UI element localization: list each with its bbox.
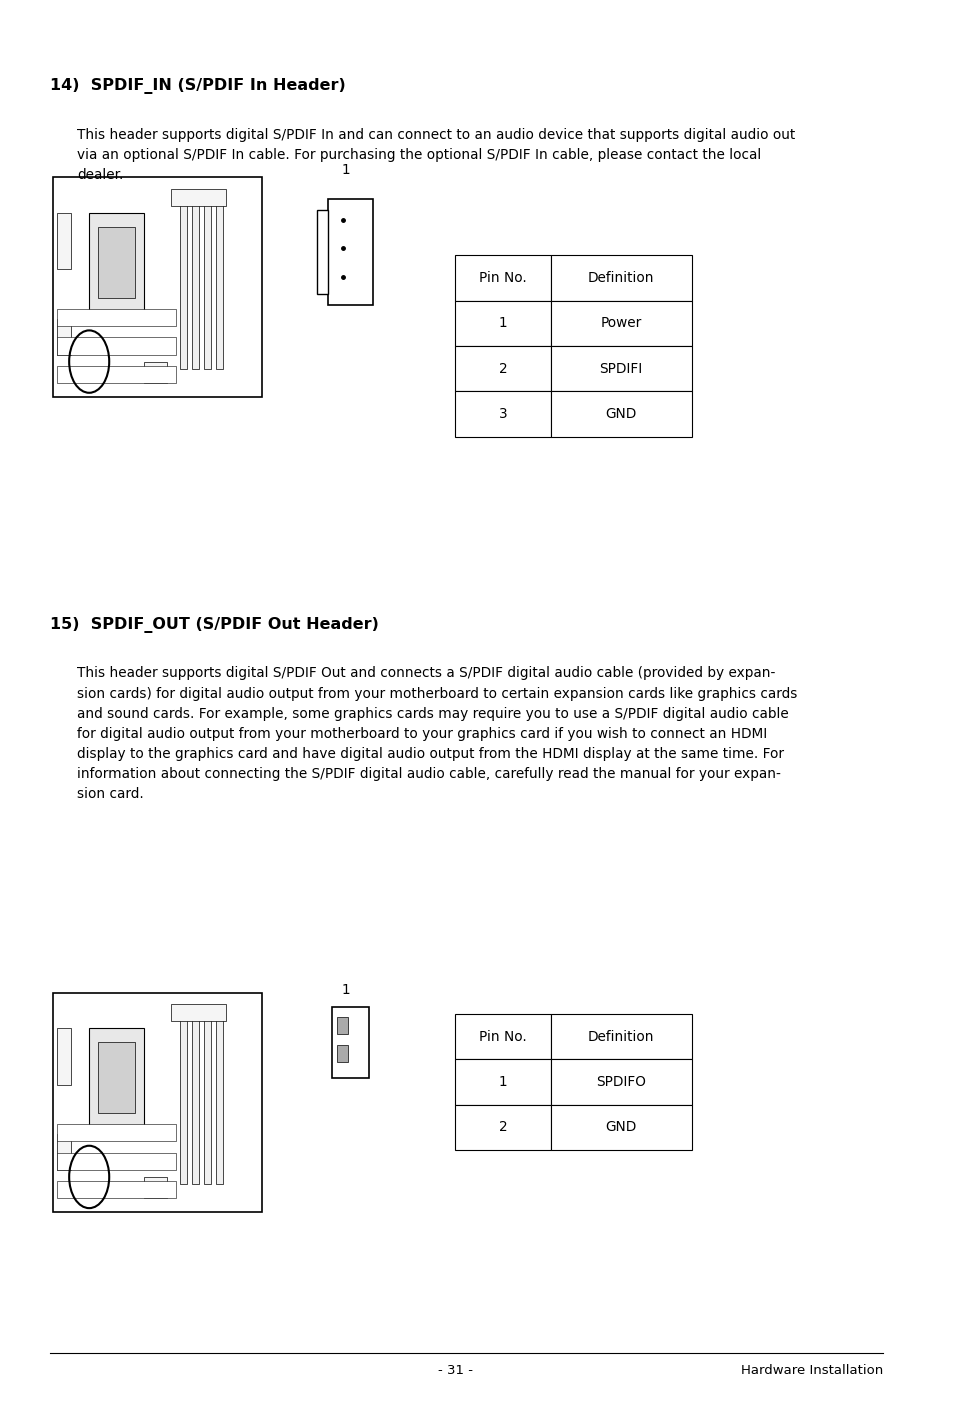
Bar [57, 1134, 71, 1170]
Text: Definition: Definition [587, 271, 654, 285]
Bar [336, 1017, 347, 1034]
Text: This header supports digital S/PDIF Out and connects a S/PDIF digital audio cabl: This header supports digital S/PDIF Out … [77, 666, 797, 801]
Text: 1: 1 [341, 983, 350, 997]
Bar [455, 1105, 550, 1150]
Bar [171, 1004, 226, 1021]
Bar [192, 1014, 199, 1184]
Bar [455, 346, 550, 391]
Text: GND: GND [605, 407, 636, 421]
Text: Power: Power [599, 316, 641, 330]
Bar [550, 301, 691, 346]
Bar [98, 1042, 134, 1113]
Text: SPDIFO: SPDIFO [596, 1075, 645, 1089]
Bar [98, 227, 134, 298]
Text: 2: 2 [498, 362, 507, 376]
Bar [171, 189, 226, 206]
Bar [57, 319, 71, 354]
Bar [215, 199, 223, 369]
Bar [215, 1014, 223, 1184]
Bar [316, 210, 327, 294]
Bar [57, 1028, 71, 1085]
Bar [144, 362, 167, 383]
Bar [327, 199, 373, 305]
Bar [144, 1177, 167, 1198]
Bar [550, 391, 691, 437]
Bar [52, 177, 262, 397]
Bar [204, 199, 211, 369]
Bar [550, 346, 691, 391]
Bar [550, 1014, 691, 1059]
Bar [550, 1059, 691, 1105]
Text: GND: GND [605, 1120, 636, 1134]
Text: 1: 1 [341, 163, 350, 177]
Text: 1: 1 [498, 316, 507, 330]
Text: 2: 2 [498, 1120, 507, 1134]
Text: Pin No.: Pin No. [478, 271, 526, 285]
Bar [89, 213, 144, 312]
Bar [52, 993, 262, 1212]
Text: 15)  SPDIF_OUT (S/PDIF Out Header): 15) SPDIF_OUT (S/PDIF Out Header) [50, 617, 378, 632]
Bar [336, 1045, 347, 1062]
Bar [57, 213, 71, 269]
Text: - 31 -: - 31 - [437, 1364, 472, 1377]
Bar [57, 1181, 175, 1198]
Bar [550, 255, 691, 301]
Bar [89, 1028, 144, 1127]
Text: 14)  SPDIF_IN (S/PDIF In Header): 14) SPDIF_IN (S/PDIF In Header) [50, 78, 345, 94]
Bar [180, 199, 188, 369]
Text: Pin No.: Pin No. [478, 1029, 526, 1044]
Bar [550, 1105, 691, 1150]
Bar [455, 255, 550, 301]
Text: 1: 1 [498, 1075, 507, 1089]
Bar [455, 301, 550, 346]
Bar [455, 391, 550, 437]
Text: Hardware Installation: Hardware Installation [740, 1364, 882, 1377]
Bar [204, 1014, 211, 1184]
Bar [57, 1124, 175, 1141]
Bar [455, 1059, 550, 1105]
Bar [180, 1014, 188, 1184]
Bar [332, 1007, 368, 1078]
Bar [192, 199, 199, 369]
Text: 3: 3 [498, 407, 507, 421]
Text: This header supports digital S/PDIF In and can connect to an audio device that s: This header supports digital S/PDIF In a… [77, 128, 795, 182]
Text: SPDIFI: SPDIFI [598, 362, 642, 376]
Text: Definition: Definition [587, 1029, 654, 1044]
Bar [455, 1014, 550, 1059]
Bar [57, 337, 175, 354]
Bar [57, 1153, 175, 1170]
Bar [57, 366, 175, 383]
Bar [57, 309, 175, 326]
